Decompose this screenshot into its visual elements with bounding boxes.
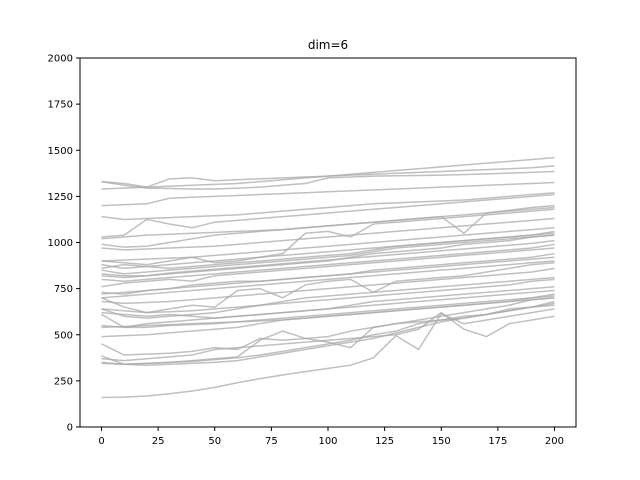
x-tick-label: 25 [152, 436, 165, 447]
x-tick-label: 100 [318, 436, 337, 447]
y-tick-label: 250 [54, 376, 73, 387]
series-line-22 [101, 262, 555, 314]
y-tick-label: 1000 [48, 238, 73, 249]
x-axis: 0 25 50 75 100 125 150 175 200 [98, 427, 564, 447]
series-line-8 [101, 204, 555, 248]
y-axis: 0 250 500 750 1000 1250 1500 1750 2000 [48, 54, 80, 434]
series-line-14 [101, 234, 555, 275]
series-line-27 [101, 286, 555, 329]
plot-frame [79, 57, 577, 428]
series-line-4 [101, 181, 555, 207]
series-line-35 [101, 304, 555, 366]
x-tick-label: 175 [488, 436, 507, 447]
series-line-31 [101, 297, 555, 356]
x-tick-label: 125 [375, 436, 394, 447]
x-tick-label: 200 [545, 436, 564, 447]
series-line-17 [101, 243, 555, 283]
series-line-2 [101, 170, 555, 190]
x-tick-label: 0 [98, 436, 104, 447]
y-tick-label: 2000 [48, 54, 73, 65]
x-tick-label: 150 [432, 436, 451, 447]
series-line-33 [101, 311, 555, 362]
y-tick-label: 0 [67, 423, 73, 434]
series-line-5 [101, 191, 555, 221]
series-line-3 [101, 156, 555, 190]
series-line-30 [101, 293, 555, 338]
y-tick-label: 1750 [48, 100, 73, 111]
series-line-16 [101, 239, 555, 279]
series-line-13 [101, 230, 555, 270]
series-line-6 [101, 193, 555, 238]
chart-title: dim=6 [308, 38, 348, 52]
series-line-21 [101, 260, 555, 299]
series-line-11 [101, 208, 555, 266]
y-tick-label: 1250 [48, 192, 73, 203]
x-tick-label: 75 [265, 436, 278, 447]
y-tick-label: 750 [54, 284, 73, 295]
series-layer [101, 156, 555, 399]
series-line-18 [101, 247, 555, 288]
series-line-20 [101, 256, 555, 295]
y-tick-label: 500 [54, 330, 73, 341]
series-line-29 [101, 295, 555, 329]
series-line-10 [101, 226, 555, 262]
y-tick-label: 1500 [48, 146, 73, 157]
x-tick-label: 50 [208, 436, 221, 447]
series-line-23 [101, 267, 555, 305]
series-line-9 [101, 217, 555, 251]
series-line-24 [101, 278, 555, 314]
series-line-15 [101, 234, 555, 277]
series-line-36 [101, 308, 555, 399]
